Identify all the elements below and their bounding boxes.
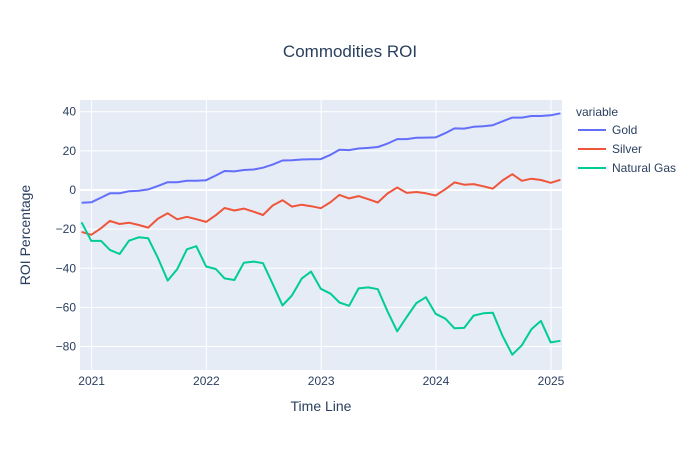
legend-item-natural-gas[interactable]: Natural Gas [578, 161, 676, 175]
x-axis-label: Time Line [291, 398, 352, 414]
y-tick-label: 40 [63, 105, 77, 119]
series-line-gold [81, 112, 561, 204]
y-tick-label: −80 [56, 340, 77, 354]
chart-title: Commodities ROI [283, 42, 417, 61]
legend-title: variable [576, 105, 618, 119]
y-tick-label: 20 [63, 144, 77, 158]
legend-label: Natural Gas [612, 161, 676, 175]
series-line-natural-gas [80, 221, 561, 356]
x-tick-label: 2022 [193, 374, 220, 388]
legend-item-silver[interactable]: Silver [578, 142, 642, 156]
x-axis-ticks: 2021 2022 2023 2024 2025 [78, 374, 564, 388]
series-line-silver [81, 173, 561, 236]
legend-items: Gold Silver Natural Gas [578, 123, 676, 175]
x-tick-label: 2025 [538, 374, 565, 388]
x-tick-label: 2024 [423, 374, 450, 388]
series-lines [80, 112, 561, 356]
y-tick-label: −20 [56, 222, 77, 236]
legend: variable Gold Silver Natural Gas [576, 105, 676, 175]
x-tick-label: 2023 [308, 374, 335, 388]
y-tick-label: −60 [56, 300, 77, 314]
y-tick-label: 0 [69, 183, 76, 197]
legend-label: Silver [612, 142, 642, 156]
legend-item-gold[interactable]: Gold [578, 123, 637, 137]
y-tick-label: −40 [56, 261, 77, 275]
y-axis-label: ROI Percentage [17, 185, 33, 286]
legend-label: Gold [612, 123, 637, 137]
x-tick-label: 2021 [78, 374, 105, 388]
y-axis-ticks: 40 20 0 −20 −40 −60 −80 [56, 105, 77, 354]
